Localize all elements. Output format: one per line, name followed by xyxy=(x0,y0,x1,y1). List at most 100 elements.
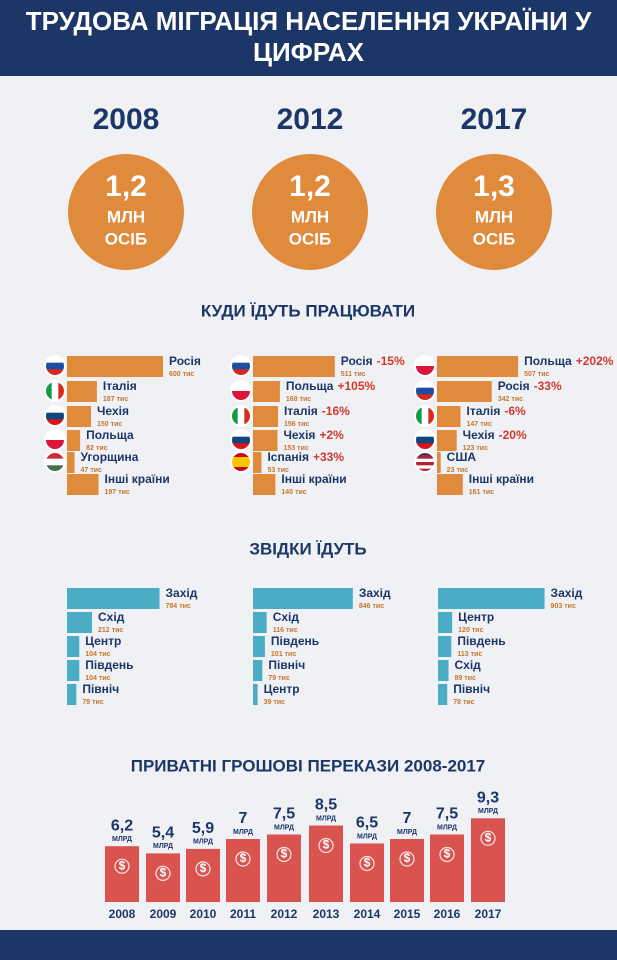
bar-label: Захід xyxy=(166,586,198,600)
value-unit: тис xyxy=(538,371,550,378)
value-number: 39 xyxy=(264,699,272,706)
unit-label: МЛРД xyxy=(274,824,294,831)
section-title: ЗВІДКИ ЇДУТЬ xyxy=(249,539,366,558)
value-label: 600 тис xyxy=(169,371,194,378)
total-value: 1,2 xyxy=(289,170,331,203)
value-label: 342 тис xyxy=(498,396,523,403)
value-unit: тис xyxy=(480,421,492,428)
value-label: 79 тис xyxy=(82,699,104,706)
value-number: 846 xyxy=(359,603,371,610)
value-label: 116 тис xyxy=(273,627,298,634)
bar-label: Центр xyxy=(264,682,300,696)
flag-icon xyxy=(231,356,251,376)
flag-icon xyxy=(415,430,435,450)
category-label: Центр xyxy=(264,682,300,696)
category-label: США xyxy=(447,450,477,464)
bar-label: США xyxy=(447,450,477,464)
change-label: -33% xyxy=(534,379,562,393)
x-tick-label: 2009 xyxy=(150,907,177,921)
bar xyxy=(253,452,262,473)
bar xyxy=(67,452,75,473)
bar xyxy=(253,636,265,657)
category-label: Росія xyxy=(169,354,201,368)
change-label: -20% xyxy=(499,428,527,442)
bar xyxy=(67,406,91,427)
value-unit: тис xyxy=(111,421,123,428)
bar-label: Чехія +2% xyxy=(283,428,344,442)
change-label: -15% xyxy=(377,354,405,368)
total-value: 1,2 xyxy=(105,170,147,203)
year-label: 2008 xyxy=(93,103,160,136)
value-label: 7 xyxy=(403,810,412,827)
category-label: Північ xyxy=(268,658,305,672)
bar xyxy=(253,612,267,633)
coin-icon xyxy=(318,837,334,854)
value-number: 161 xyxy=(469,489,481,496)
value-number: 116 xyxy=(273,627,284,634)
total-circle xyxy=(68,154,184,270)
bar xyxy=(253,684,258,705)
page-title: ТРУДОВА МІГРАЦІЯ НАСЕЛЕННЯ УКРАЇНИ У ЦИФ… xyxy=(25,6,592,67)
bar-label: Польща +105% xyxy=(286,379,376,393)
bar xyxy=(253,474,276,495)
bar xyxy=(390,839,424,902)
value-unit: тис xyxy=(278,675,290,682)
bar-label: Польща +202% xyxy=(524,354,614,368)
category-label: Північ xyxy=(453,682,490,696)
bar xyxy=(253,356,335,377)
unit-label: МЛРД xyxy=(316,815,336,822)
value-unit: тис xyxy=(297,445,309,452)
flag-ring xyxy=(230,405,252,427)
bar xyxy=(67,474,99,495)
value-number: 507 xyxy=(524,371,536,378)
value-number: 104 xyxy=(85,675,97,682)
category-label: Чехія xyxy=(283,428,315,442)
bar xyxy=(437,452,441,473)
coin-icon xyxy=(195,861,211,877)
bar-icon: $ xyxy=(364,856,371,870)
bar-label: Росія -15% xyxy=(341,354,405,368)
value-unit: тис xyxy=(179,603,191,610)
change-label: +202% xyxy=(576,354,614,368)
value-number: 212 xyxy=(98,627,110,634)
value-unit: тис xyxy=(183,371,195,378)
category-label: Схід xyxy=(273,610,300,624)
category-label: Росія xyxy=(498,379,530,393)
value-unit: тис xyxy=(112,627,124,634)
value-label: 168 тис xyxy=(286,396,311,403)
value-unit: тис xyxy=(295,489,307,496)
value-label: 82 тис xyxy=(86,445,108,452)
flag-icon xyxy=(231,381,251,401)
flag-icon xyxy=(415,356,435,376)
value-number: 123 xyxy=(463,445,475,452)
value-unit: тис xyxy=(472,627,484,634)
category-label: Інші країни xyxy=(469,472,534,486)
coin-icon xyxy=(399,851,415,867)
bar-label: Італія xyxy=(103,379,137,393)
bar-icon: $ xyxy=(444,847,451,861)
unit-label: МЛРД xyxy=(193,839,213,846)
bar xyxy=(253,381,280,402)
category-label: Італія xyxy=(467,404,501,418)
flag-icon xyxy=(45,381,65,401)
bar-label: Інші країни xyxy=(105,472,170,486)
bar xyxy=(471,818,505,902)
bar-label: Схід xyxy=(98,610,125,624)
bar xyxy=(437,381,492,402)
x-tick-label: 2012 xyxy=(271,907,298,921)
bar-label: Чехія xyxy=(97,404,129,418)
category-label: Схід xyxy=(98,610,125,624)
coin-icon xyxy=(235,851,251,867)
value-number: 79 xyxy=(82,699,90,706)
category-label: Захід xyxy=(551,586,583,600)
category-label: Інші країни xyxy=(281,472,346,486)
x-tick-label: 2017 xyxy=(475,907,502,921)
value-unit: тис xyxy=(99,675,111,682)
value-number: 140 xyxy=(281,489,293,496)
bar-label: Росія xyxy=(169,354,201,368)
value-unit: тис xyxy=(117,396,129,403)
value-label: 47 тис xyxy=(81,467,103,474)
coin-icon xyxy=(155,865,171,882)
value-label: 78 тис xyxy=(453,699,475,706)
